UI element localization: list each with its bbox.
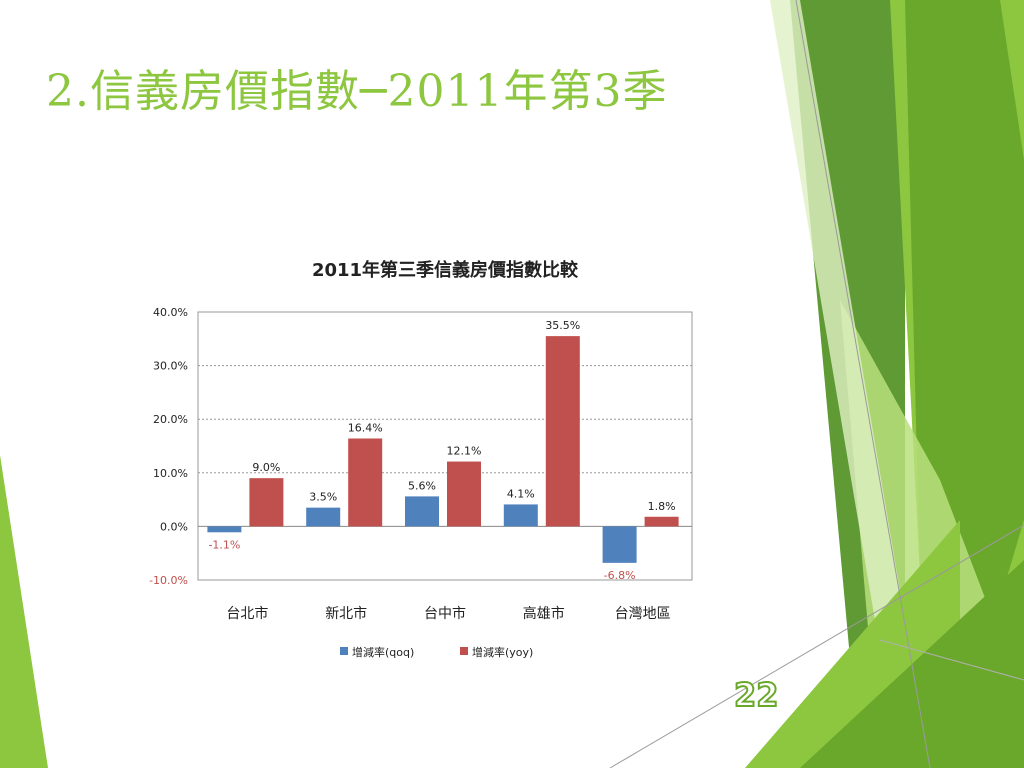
bar-qoq xyxy=(602,526,637,563)
data-label: 4.1% xyxy=(507,487,535,500)
data-label: 9.0% xyxy=(252,461,280,474)
data-label: -6.8% xyxy=(604,569,636,582)
left-green-strip xyxy=(0,455,48,768)
x-tick-label: 台中市 xyxy=(424,605,466,622)
x-tick-label: 台北市 xyxy=(226,605,268,622)
legend-label-qoq: 增減率(qoq) xyxy=(352,645,414,659)
x-tick-label: 高雄市 xyxy=(523,605,565,622)
data-label: 5.6% xyxy=(408,479,436,492)
bar-qoq xyxy=(207,526,242,533)
right-panel-pale xyxy=(770,0,930,768)
y-tick-label: 30.0% xyxy=(153,360,188,373)
y-tick-label: 0.0% xyxy=(160,520,188,533)
legend-swatch-qoq xyxy=(340,647,348,655)
plot-area xyxy=(197,311,693,581)
y-tick-label: 40.0% xyxy=(153,306,188,319)
legend-swatch-yoy xyxy=(460,647,468,655)
data-label: 35.5% xyxy=(545,319,580,332)
y-tick-label: 10.0% xyxy=(153,467,188,480)
chart-title: 2011年第三季信義房價指數比較 xyxy=(312,259,579,281)
deco-line-1 xyxy=(609,524,1024,768)
deco-line-2 xyxy=(795,0,931,768)
chart-panel: 2011年第三季信義房價指數比較 -10.0% 0.0% 10.0% 20.0% 30.0… xyxy=(140,236,720,676)
data-label: 12.1% xyxy=(447,445,482,458)
data-label: 16.4% xyxy=(348,421,383,434)
legend-label-yoy: 增減率(yoy) xyxy=(472,645,533,659)
y-tick-label: -10.0% xyxy=(149,574,188,587)
page-number: 22 xyxy=(733,675,780,715)
deco-line-3 xyxy=(879,639,1024,681)
bar-yoy xyxy=(348,438,383,527)
y-tick-label: 20.0% xyxy=(153,413,188,426)
bar-qoq xyxy=(405,496,439,527)
bar-yoy xyxy=(447,461,481,527)
bar-yoy xyxy=(249,478,284,527)
data-label: 1.8% xyxy=(648,500,676,513)
bar-chart: 2011年第三季信義房價指數比較 -10.0% 0.0% 10.0% 20.0% 30.0… xyxy=(149,259,693,659)
x-tick-label: 新北市 xyxy=(325,605,367,622)
data-label: -1.1% xyxy=(208,538,240,551)
bar-qoq xyxy=(503,504,538,527)
x-tick-label: 台灣地區 xyxy=(615,606,671,622)
bar-yoy xyxy=(545,336,580,527)
bar-yoy xyxy=(644,516,679,527)
data-label: 3.5% xyxy=(309,491,337,504)
bar-qoq xyxy=(306,507,341,527)
slide-title: 2.信義房價指數─2011年第3季 xyxy=(46,66,668,117)
